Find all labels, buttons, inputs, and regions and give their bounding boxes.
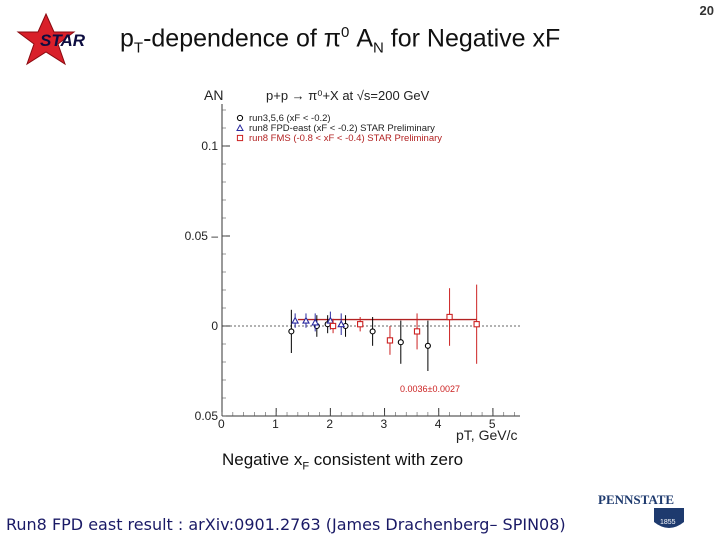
shield-icon	[654, 508, 684, 528]
data-point-triangle	[302, 316, 310, 324]
page-number: 20	[699, 3, 714, 18]
legend-marker	[236, 134, 244, 142]
data-point-square	[446, 313, 453, 321]
title-a: A	[349, 24, 373, 53]
data-point-square	[473, 321, 480, 328]
title-tail: for Negative xF	[383, 24, 561, 53]
data-point-circle	[397, 339, 404, 346]
plot-caption: Negative xF consistent with zero	[222, 450, 463, 472]
y-tick-label: 0.05 –	[185, 229, 219, 243]
x-tick-label: 4	[435, 417, 442, 431]
plot-ylabel: AN	[204, 87, 223, 103]
data-point-circle	[288, 328, 295, 335]
y-tick-label: 0.05	[195, 409, 219, 423]
title-mid: -dependence of π	[143, 24, 342, 53]
y-tick-label: 0.1	[201, 139, 218, 153]
data-point-circle	[424, 342, 431, 349]
reaction-label: p+p → π⁰+X at √s=200 GeV	[266, 88, 430, 103]
plot-xlabel: pT, GeV/c	[456, 427, 517, 443]
pennstate-name: PENNSTATE	[598, 492, 674, 507]
x-tick-label: 1	[272, 417, 279, 431]
plot-axes	[221, 104, 520, 417]
data-point-triangle	[337, 320, 346, 328]
data-point-square	[329, 322, 337, 330]
x-tick-label: 0	[218, 417, 225, 431]
title-p: p	[120, 24, 134, 53]
data-point-triangle	[291, 316, 300, 324]
star-logo-text: STAR	[40, 31, 86, 50]
legend-label: run8 FMS (-0.8 < xF < -0.4) STAR Prelimi…	[249, 133, 442, 144]
slide-title: pT-dependence of π0 AN for Negative xF	[120, 24, 560, 56]
x-tick-label: 2	[326, 417, 333, 431]
data-point-triangle	[311, 318, 320, 326]
data-point-square	[386, 337, 394, 344]
caption-sub: F	[302, 460, 310, 473]
fit-label: 0.0036±0.0027	[400, 384, 460, 394]
data-point-circle	[369, 328, 376, 335]
legend-label: run3,5,6 (xF < -0.2)	[249, 113, 331, 124]
x-tick-label: 3	[381, 417, 388, 431]
plot-legend: AN p+p → π⁰+X at √s=200 GeV run3,5,6 (xF…	[204, 87, 442, 144]
data-marks	[288, 284, 480, 371]
legend-label: run8 FPD-east (xF < -0.2) STAR Prelimina…	[249, 123, 435, 134]
data-point-square	[357, 321, 364, 328]
footer-reference: Run8 FPD east result : arXiv:0901.2763 (…	[6, 515, 566, 534]
pennstate-logo: PENNSTATE 1855	[598, 492, 684, 528]
y-tick-label: 0	[211, 319, 218, 333]
star-logo: STAR	[16, 12, 86, 66]
x-tick-label: 5	[489, 417, 496, 431]
title-p-sub: T	[133, 39, 144, 57]
data-point-square	[413, 328, 421, 335]
pennstate-year: 1855	[660, 519, 676, 526]
caption-post: consistent with zero	[309, 450, 464, 469]
star-icon	[16, 12, 76, 66]
data-point-triangle	[326, 316, 335, 324]
caption-pre: Negative x	[222, 450, 303, 469]
legend-marker	[236, 114, 244, 122]
title-a-sub: N	[373, 39, 384, 57]
legend-marker	[236, 123, 244, 131]
title-pi-sup: 0	[341, 24, 350, 41]
